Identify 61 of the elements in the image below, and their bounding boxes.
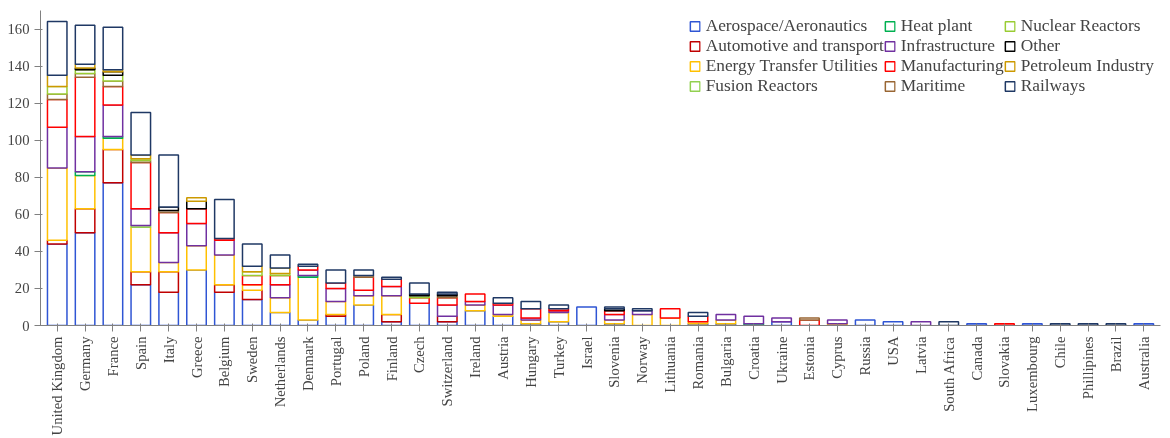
x-tick-label: Cyprus	[829, 336, 846, 379]
x-tick-label: Turkey	[550, 335, 567, 379]
legend-label: Other	[1020, 36, 1061, 56]
x-tick-label: Denmark	[299, 335, 316, 392]
x-tick-label: Latvia	[912, 336, 929, 374]
x-tick-label: Belgium	[216, 335, 233, 387]
x-tick-label: Australia	[1135, 336, 1152, 391]
legend-label: Automotive and transport	[705, 36, 884, 56]
x-tick-label: Chile	[1052, 336, 1069, 369]
y-tick-label: 0	[22, 317, 30, 334]
legend-label: Energy Transfer Utilities	[705, 56, 878, 76]
x-tick-label: Finland	[383, 335, 400, 382]
x-tick-label: Hungary	[522, 335, 539, 388]
x-tick-label: Croatia	[745, 336, 762, 380]
x-tick-label: United Kingdom	[49, 335, 66, 436]
x-tick-label: Lithuania	[662, 336, 679, 393]
x-tick-label: Poland	[355, 335, 372, 378]
x-tick-label: Russia	[857, 336, 874, 376]
x-tick-label: Portugal	[327, 336, 344, 387]
legend-label: Heat plant	[900, 16, 973, 36]
legend-label: Manufacturing	[900, 56, 1004, 76]
legend-label: Aerospace/Aeronautics	[705, 16, 868, 36]
x-tick-label: Switzerland	[439, 335, 456, 407]
legend-label: Railways	[1020, 76, 1086, 96]
x-tick-label: Ukraine	[773, 336, 790, 384]
x-tick-label: Germany	[77, 335, 94, 392]
x-tick-label: Slovenia	[606, 336, 623, 388]
x-tick-label: Phillipines	[1080, 336, 1097, 400]
legend-label: Infrastructure	[900, 36, 995, 56]
x-tick-label: Slovakia	[996, 336, 1013, 388]
x-tick-label: Romania	[690, 336, 707, 390]
x-tick-label: Netherlands	[272, 336, 289, 408]
x-tick-label: Bulgaria	[717, 336, 734, 387]
y-tick-label: 60	[14, 206, 30, 223]
x-tick-label: Canada	[968, 336, 985, 381]
x-tick-label: Ireland	[467, 335, 484, 378]
y-tick-label: 120	[7, 95, 30, 112]
legend-label: Maritime	[900, 76, 966, 96]
y-tick-label: 80	[14, 169, 30, 186]
x-tick-label: Spain	[132, 335, 149, 370]
x-tick-label: France	[104, 336, 121, 377]
legend-label: Petroleum Industry	[1020, 56, 1154, 76]
x-tick-label: Italy	[160, 335, 177, 364]
x-tick-label: South Africa	[940, 336, 957, 412]
y-tick-label: 40	[14, 243, 30, 260]
x-tick-label: Sweden	[244, 335, 261, 383]
legend-label: Fusion Reactors	[705, 76, 818, 96]
y-tick-label: 20	[14, 280, 30, 297]
x-tick-label: Estonia	[801, 336, 818, 381]
y-tick-label: 140	[7, 58, 30, 75]
y-tick-label: 160	[7, 21, 30, 38]
x-tick-label: Luxembourg	[1024, 335, 1041, 412]
x-tick-label: Norway	[634, 335, 651, 384]
x-tick-label: Greece	[188, 336, 205, 378]
x-tick-label: Israel	[578, 336, 595, 370]
legend-label: Nuclear Reactors	[1020, 16, 1141, 36]
x-tick-label: Czech	[411, 335, 428, 374]
y-tick-label: 100	[7, 132, 30, 149]
x-tick-label: USA	[885, 336, 902, 366]
x-tick-label: Brazil	[1107, 336, 1124, 373]
x-tick-label: Austria	[494, 336, 511, 380]
